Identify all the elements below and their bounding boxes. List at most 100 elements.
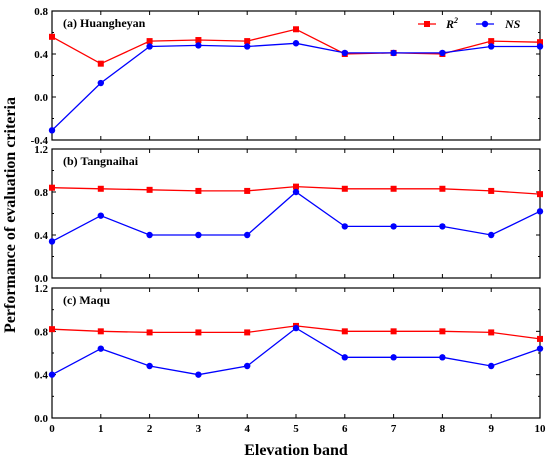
panel-2-ns-point <box>341 223 348 230</box>
panel-2-r2-point <box>537 191 543 198</box>
panel-3-y-tick-label: 0.0 <box>34 413 48 425</box>
panel-3-ns-point <box>488 362 495 370</box>
x-tick-label: 3 <box>196 423 202 435</box>
y-axis-title: Performance of evaluation criteria <box>2 97 19 333</box>
panel-1-ns-point <box>390 49 397 57</box>
panel-3-ns-point <box>244 362 251 370</box>
panel-1-ns-point <box>439 49 446 57</box>
panel-2-ns-point <box>536 208 544 215</box>
panel-1-r2-point <box>537 39 543 46</box>
panel-2-r2-point <box>390 185 397 192</box>
panel-2-r2-point <box>488 187 495 194</box>
panel-1-ns-point <box>48 127 56 134</box>
panel-2-r2-point <box>439 185 446 192</box>
panel-3-label: (c) Maqu <box>63 293 110 307</box>
panel-3-r2-point <box>488 329 495 336</box>
panel-3-ns-point <box>390 354 397 361</box>
panel-3-r2-point <box>341 328 348 335</box>
legend-marker-r2 <box>424 21 430 27</box>
panel-3-ns-point <box>97 345 105 352</box>
legend-label-r2: R2 <box>445 16 458 31</box>
x-tick-label: 5 <box>293 423 299 435</box>
x-tick-label: 8 <box>440 423 446 435</box>
x-tick-label: 6 <box>342 423 348 435</box>
panel-1-r2-point <box>49 33 55 40</box>
panel-3-y-tick-label: 0.8 <box>34 326 48 338</box>
panel-2-label: (b) Tangnaihai <box>63 154 139 168</box>
panel-3-frame <box>51 287 541 419</box>
panel-1-r2-point <box>244 38 251 45</box>
panel-3-r2-point <box>244 329 251 336</box>
panel-1-r2-point <box>195 37 202 44</box>
x-axis-title: Elevation band <box>244 442 348 459</box>
panel-2-y-tick-label: 1.2 <box>34 144 48 156</box>
panel-2-ns-point <box>390 223 397 230</box>
panel-1-series-r2-line <box>51 28 541 65</box>
legend-superscript: 2 <box>453 16 458 25</box>
panel-1-y-tick-label: -0.4 <box>31 135 49 147</box>
panel-1-ns-point <box>244 43 251 50</box>
panel-1-label: (a) Huangheyan <box>63 16 146 30</box>
legend-label-ns: NS <box>504 17 521 31</box>
panel-2-ns-point <box>195 231 202 239</box>
panel-1-ns-point <box>292 40 300 47</box>
panel-2-r2-point <box>341 185 348 192</box>
x-tick-label: 0 <box>49 423 55 435</box>
panel-2-ns-point <box>488 231 495 239</box>
panel-3-series-ns-line <box>51 327 541 376</box>
panel-2-r2-point <box>146 186 153 193</box>
panel-2-r2-point <box>244 187 251 194</box>
x-tick-label: 2 <box>147 423 153 435</box>
panel-2-y-tick-label: 0.4 <box>34 230 48 242</box>
panel-3-ns-point <box>439 354 446 361</box>
panel-3-ns-point <box>195 371 202 378</box>
panel-2-r2-point <box>195 187 202 194</box>
panel-1-y-tick-label: 0.8 <box>34 6 48 18</box>
panel-3-r2-point <box>49 326 55 333</box>
x-tick-label: 7 <box>391 423 397 435</box>
panel-3-r2-point <box>146 329 153 336</box>
panel-1-series-ns-line <box>51 42 540 131</box>
panel-2-ns-point <box>439 223 446 230</box>
panel-2-r2-point <box>97 185 104 192</box>
panel-3-r2-point <box>390 328 397 335</box>
panel-1-ns-point <box>195 42 202 49</box>
panel-2-y-tick-label: 0.0 <box>34 273 48 285</box>
panel-1-ns-point <box>488 43 495 50</box>
panel-1-ns-point <box>146 43 153 50</box>
panel-1-ns-point <box>97 79 105 87</box>
panel-3-ns-point <box>48 371 56 378</box>
x-tick-label: 10 <box>535 423 547 435</box>
panel-3-y-tick-label: 0.4 <box>34 370 48 382</box>
panel-1-ns-point <box>341 49 348 57</box>
panel-1-r2-point <box>97 60 104 67</box>
panel-3-r2-point <box>439 328 446 335</box>
panel-3-ns-point <box>146 362 153 370</box>
panel-3-ns-point <box>536 345 544 352</box>
panel-2-r2-point <box>49 184 55 191</box>
panel-2-ns-point <box>97 212 105 219</box>
panel-3-ns-point <box>341 354 348 361</box>
panel-1-y-tick-label: 0.0 <box>34 92 48 104</box>
panel-3-r2-point <box>537 335 543 342</box>
panel-2-y-tick-label: 0.8 <box>34 187 48 199</box>
legend-marker-ns <box>481 20 489 28</box>
panel-3-r2-point <box>97 328 104 335</box>
panel-1-ns-point <box>536 43 544 50</box>
panel-1-r2-point <box>146 38 153 45</box>
panel-2-ns-point <box>244 231 251 239</box>
x-tick-label: 4 <box>244 423 250 435</box>
panel-1-y-tick-label: 0.4 <box>34 49 48 61</box>
x-tick-label: 9 <box>488 423 494 435</box>
panel-2-r2-point <box>293 183 299 190</box>
x-tick-label: 1 <box>98 423 104 435</box>
panel-3-y-tick-label: 1.2 <box>34 283 48 295</box>
panel-3-r2-point <box>195 329 202 336</box>
panel-2-series-ns-line <box>51 191 541 242</box>
panel-2-frame <box>51 148 541 279</box>
panel-2-ns-point <box>292 188 300 196</box>
panel-1-r2-point <box>488 38 495 45</box>
panel-3-ns-point <box>292 324 300 332</box>
